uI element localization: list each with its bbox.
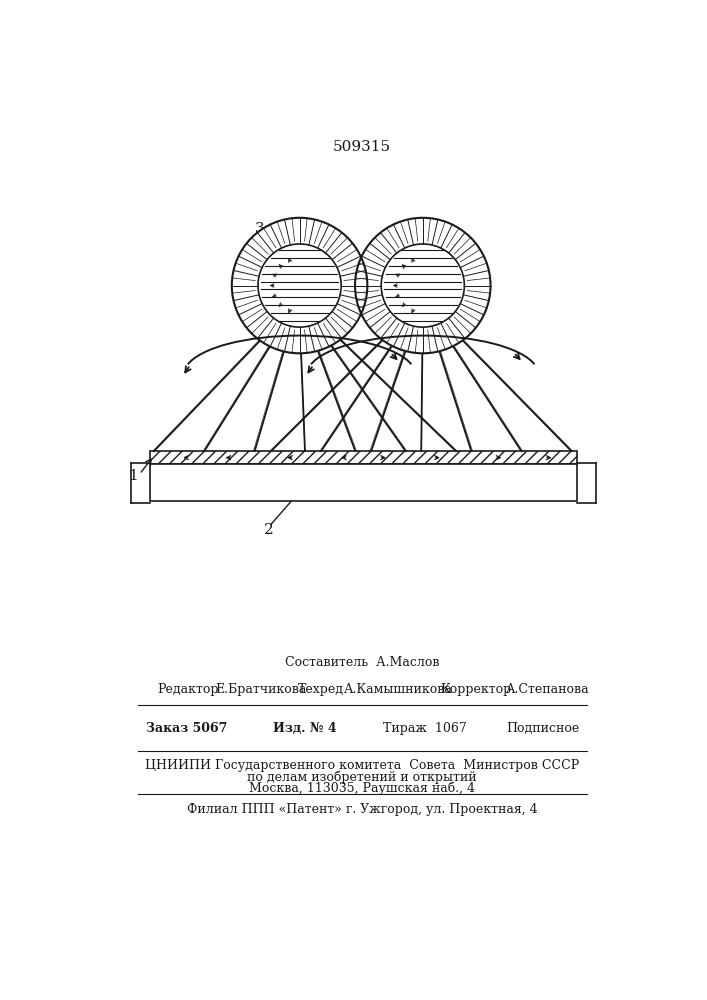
Text: Изд. № 4: Изд. № 4 xyxy=(274,722,337,735)
Text: Москва, 113035, Раушская наб., 4: Москва, 113035, Раушская наб., 4 xyxy=(249,782,475,795)
Bar xyxy=(150,464,577,501)
Circle shape xyxy=(381,244,464,327)
Text: Подписное: Подписное xyxy=(506,722,579,735)
Text: Составитель  А.Маслов: Составитель А.Маслов xyxy=(285,656,439,669)
Text: Е.Братчикова: Е.Братчикова xyxy=(215,683,306,696)
Text: 4: 4 xyxy=(241,288,250,302)
Text: Техред: Техред xyxy=(298,683,344,696)
Text: ЦНИИПИ Государственного комитета  Совета  Министров СССР: ЦНИИПИ Государственного комитета Совета … xyxy=(145,759,579,772)
Bar xyxy=(150,451,577,464)
Circle shape xyxy=(232,218,368,353)
Text: по делам изобретений и открытий: по делам изобретений и открытий xyxy=(247,770,477,784)
Text: Заказ 5067: Заказ 5067 xyxy=(146,722,227,735)
Circle shape xyxy=(258,244,341,327)
Text: А.Степанова: А.Степанова xyxy=(506,683,590,696)
Text: 1: 1 xyxy=(129,469,138,483)
Text: Редактор: Редактор xyxy=(157,683,218,696)
Text: 3: 3 xyxy=(255,222,264,236)
Text: Тираж  1067: Тираж 1067 xyxy=(382,722,467,735)
Circle shape xyxy=(355,218,491,353)
Text: 2: 2 xyxy=(264,523,274,537)
Text: Корректор: Корректор xyxy=(440,683,512,696)
Text: Филиал ППП «Патент» г. Ужгород, ул. Проектная, 4: Филиал ППП «Патент» г. Ужгород, ул. Прое… xyxy=(187,803,537,816)
Text: А.Камышникова: А.Камышникова xyxy=(344,683,453,696)
Text: 509315: 509315 xyxy=(333,140,391,154)
